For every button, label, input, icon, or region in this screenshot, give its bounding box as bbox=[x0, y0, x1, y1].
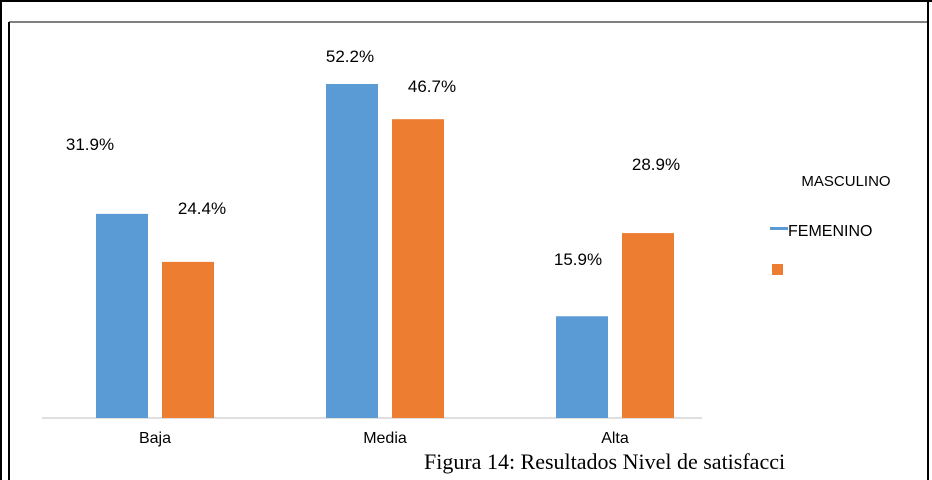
data-label-masculino-baja: 31.9% bbox=[66, 135, 114, 154]
data-label-femenino-alta: 28.9% bbox=[632, 155, 680, 174]
bar-femenino-baja bbox=[162, 261, 214, 418]
data-label-femenino-media: 46.7% bbox=[408, 77, 456, 96]
bar-masculino-alta bbox=[556, 316, 608, 418]
category-label-alta: Alta bbox=[601, 430, 629, 447]
legend-label-masculino: MASCULINO bbox=[801, 173, 890, 190]
data-label-femenino-baja: 24.4% bbox=[178, 199, 226, 218]
data-label-masculino-alta: 15.9% bbox=[554, 250, 602, 269]
legend-swatch-masculino bbox=[770, 227, 788, 230]
data-labels-group: 31.9% 24.4% 52.2% 46.7% 15.9% 28.9% bbox=[66, 47, 680, 269]
data-label-masculino-media: 52.2% bbox=[326, 47, 374, 66]
legend-label-femenino: FEMENINO bbox=[788, 223, 872, 240]
legend-swatch-femenino bbox=[772, 264, 783, 275]
figure-caption: Figura 14: Resultados Nivel de satisfacc… bbox=[424, 449, 786, 474]
category-labels-group: Baja Media Alta bbox=[139, 430, 629, 447]
bars-group bbox=[96, 84, 674, 418]
bar-masculino-media bbox=[326, 84, 378, 418]
category-label-media: Media bbox=[363, 430, 407, 447]
legend: MASCULINO FEMENINO bbox=[770, 173, 891, 275]
category-label-baja: Baja bbox=[139, 430, 171, 447]
bar-masculino-baja bbox=[96, 213, 148, 418]
bar-femenino-media bbox=[392, 119, 444, 418]
bar-femenino-alta bbox=[622, 233, 674, 418]
